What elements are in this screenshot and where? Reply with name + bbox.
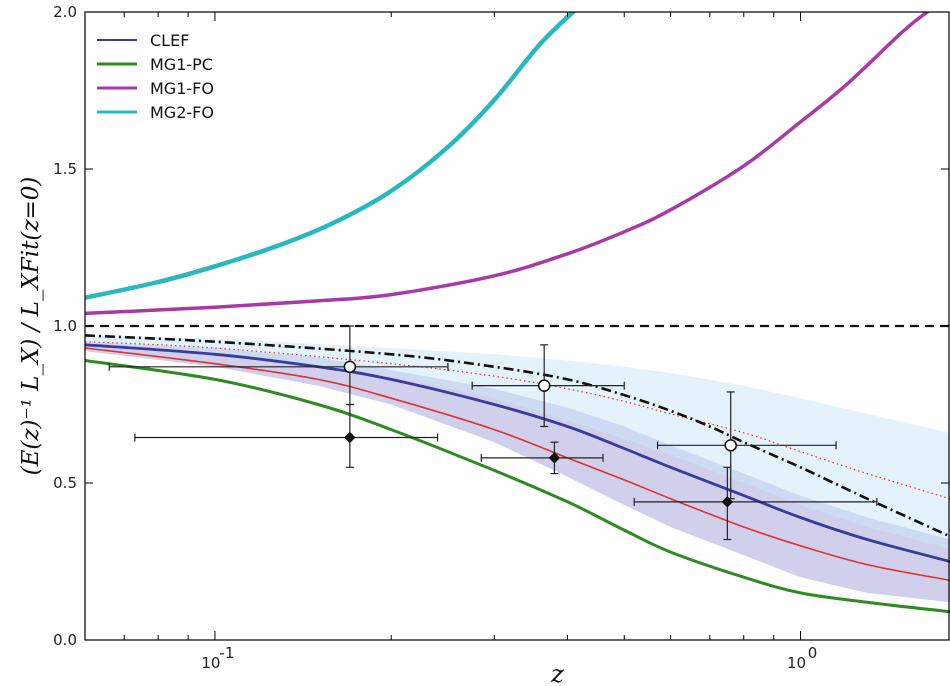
open-circle-point-2 xyxy=(724,439,737,452)
filled-point-errorbar-0 xyxy=(134,403,439,468)
y-tick-label-1: 0.5 xyxy=(53,474,77,492)
filled-diamond-point-1 xyxy=(548,452,561,464)
legend-label-mg1-fo: MG1-FO xyxy=(150,79,214,98)
y-tick-label-4: 2.0 xyxy=(53,3,77,21)
series-line-mg1-pc xyxy=(85,359,950,614)
legend-label-mg1-pc: MG1-PC xyxy=(150,55,213,74)
filled-diamond-point-0 xyxy=(344,431,356,444)
x-axis-label: z xyxy=(550,660,564,686)
band-0 xyxy=(85,341,950,603)
x-tick-label-1: 10 xyxy=(787,654,806,672)
legend-label-clef: CLEF xyxy=(150,31,189,50)
y-axis-label-text: (E(z)⁻¹ L_X) / L_XFit(z=0) xyxy=(18,177,44,476)
confidence-bands xyxy=(85,335,950,603)
x-tick-exponent-0: -1 xyxy=(219,644,234,662)
y-tick-label-2: 1.0 xyxy=(53,317,77,335)
legend: CLEF MG1-PC MG1-FO MG2-FO xyxy=(97,31,214,122)
open-circle-point-1 xyxy=(537,379,551,392)
y-tick-label-3: 1.5 xyxy=(53,160,77,178)
open-circle-point-0 xyxy=(343,360,357,374)
series-line-mg1-fo xyxy=(85,12,931,316)
legend-label-mg2-fo: MG2-FO xyxy=(150,103,214,122)
band-1 xyxy=(85,335,950,549)
series-line-mg2-fo xyxy=(85,12,577,300)
filled-point-errorbar-1 xyxy=(480,441,604,475)
series-line-extra-6 xyxy=(85,334,950,538)
data-points xyxy=(108,325,878,541)
filled-diamond-point-2 xyxy=(721,496,734,508)
x-tick-label-0: 10 xyxy=(201,654,220,672)
series-line-clef xyxy=(85,343,950,563)
x-tick-exponent-1: 0 xyxy=(808,644,818,662)
y-axis-label: (E(z)⁻¹ L_X) / L_XFit(z=0) xyxy=(18,177,44,476)
y-tick-label-0: 0.0 xyxy=(53,631,77,649)
